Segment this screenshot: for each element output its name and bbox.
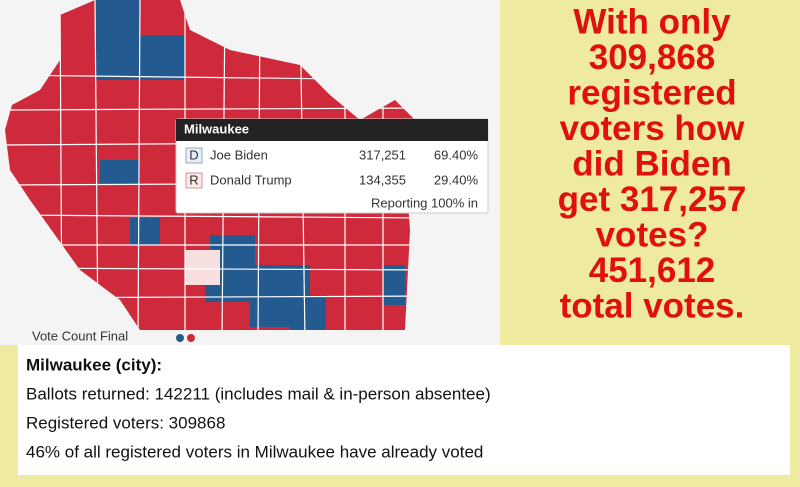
party: R [189,172,198,187]
notes: Ballots returned: 142211 (includes mail … [26,384,491,461]
caption-line: With only [573,2,731,41]
caption-line: did Biden [572,144,731,183]
legend-dot [176,334,184,342]
party: D [189,147,198,162]
caption-line: total votes. [560,286,745,325]
caption-line: voters how [560,109,746,148]
caption-line: 309,868 [589,38,716,77]
percent: 69.40% [434,147,479,162]
legend: Vote Count Final [32,328,128,343]
notes-line: Registered voters: 309868 [26,413,225,432]
reporting: Reporting 100% in [371,195,478,210]
tooltip-title: Milwaukee [184,121,249,136]
caption-line: registered [567,73,736,112]
caption-line: get 317,257 [558,180,747,219]
votes: 317,251 [359,147,406,162]
votes: 134,355 [359,172,406,187]
percent: 29.40% [434,172,479,187]
notes-line: 46% of all registered voters in Milwauke… [26,442,483,461]
legend-dot [187,334,195,342]
tooltip: Milwaukee D Joe Biden 317,251 69.40% R D… [175,118,489,214]
notes-title: Milwaukee (city): [26,355,162,374]
notes-box [18,345,790,475]
notes-line: Ballots returned: 142211 (includes mail … [26,384,491,403]
candidate: Donald Trump [210,172,292,187]
caption-line: votes? [596,215,709,254]
caption-line: 451,612 [589,251,716,290]
candidate: Joe Biden [210,147,268,162]
